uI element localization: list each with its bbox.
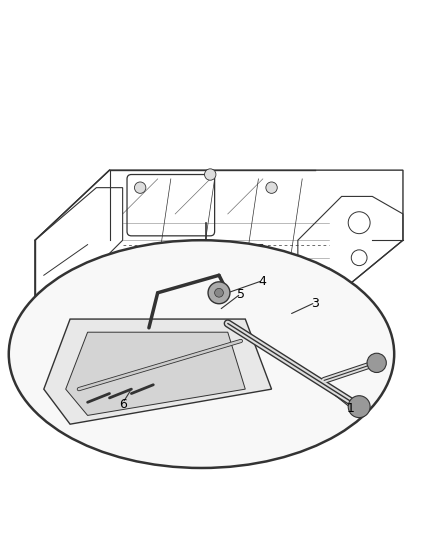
Circle shape [211,259,227,274]
Circle shape [208,282,230,304]
Circle shape [367,353,386,373]
Ellipse shape [9,240,394,468]
Text: 4: 4 [259,276,267,288]
Circle shape [266,182,277,193]
Text: 6: 6 [119,398,127,411]
Text: 3: 3 [311,297,319,310]
Circle shape [215,288,223,297]
Circle shape [134,182,146,193]
Polygon shape [175,245,263,293]
Circle shape [205,169,216,180]
Text: 1: 1 [346,402,354,415]
Polygon shape [66,332,245,415]
Polygon shape [44,319,272,424]
Circle shape [348,395,370,418]
Text: 5: 5 [237,288,245,302]
